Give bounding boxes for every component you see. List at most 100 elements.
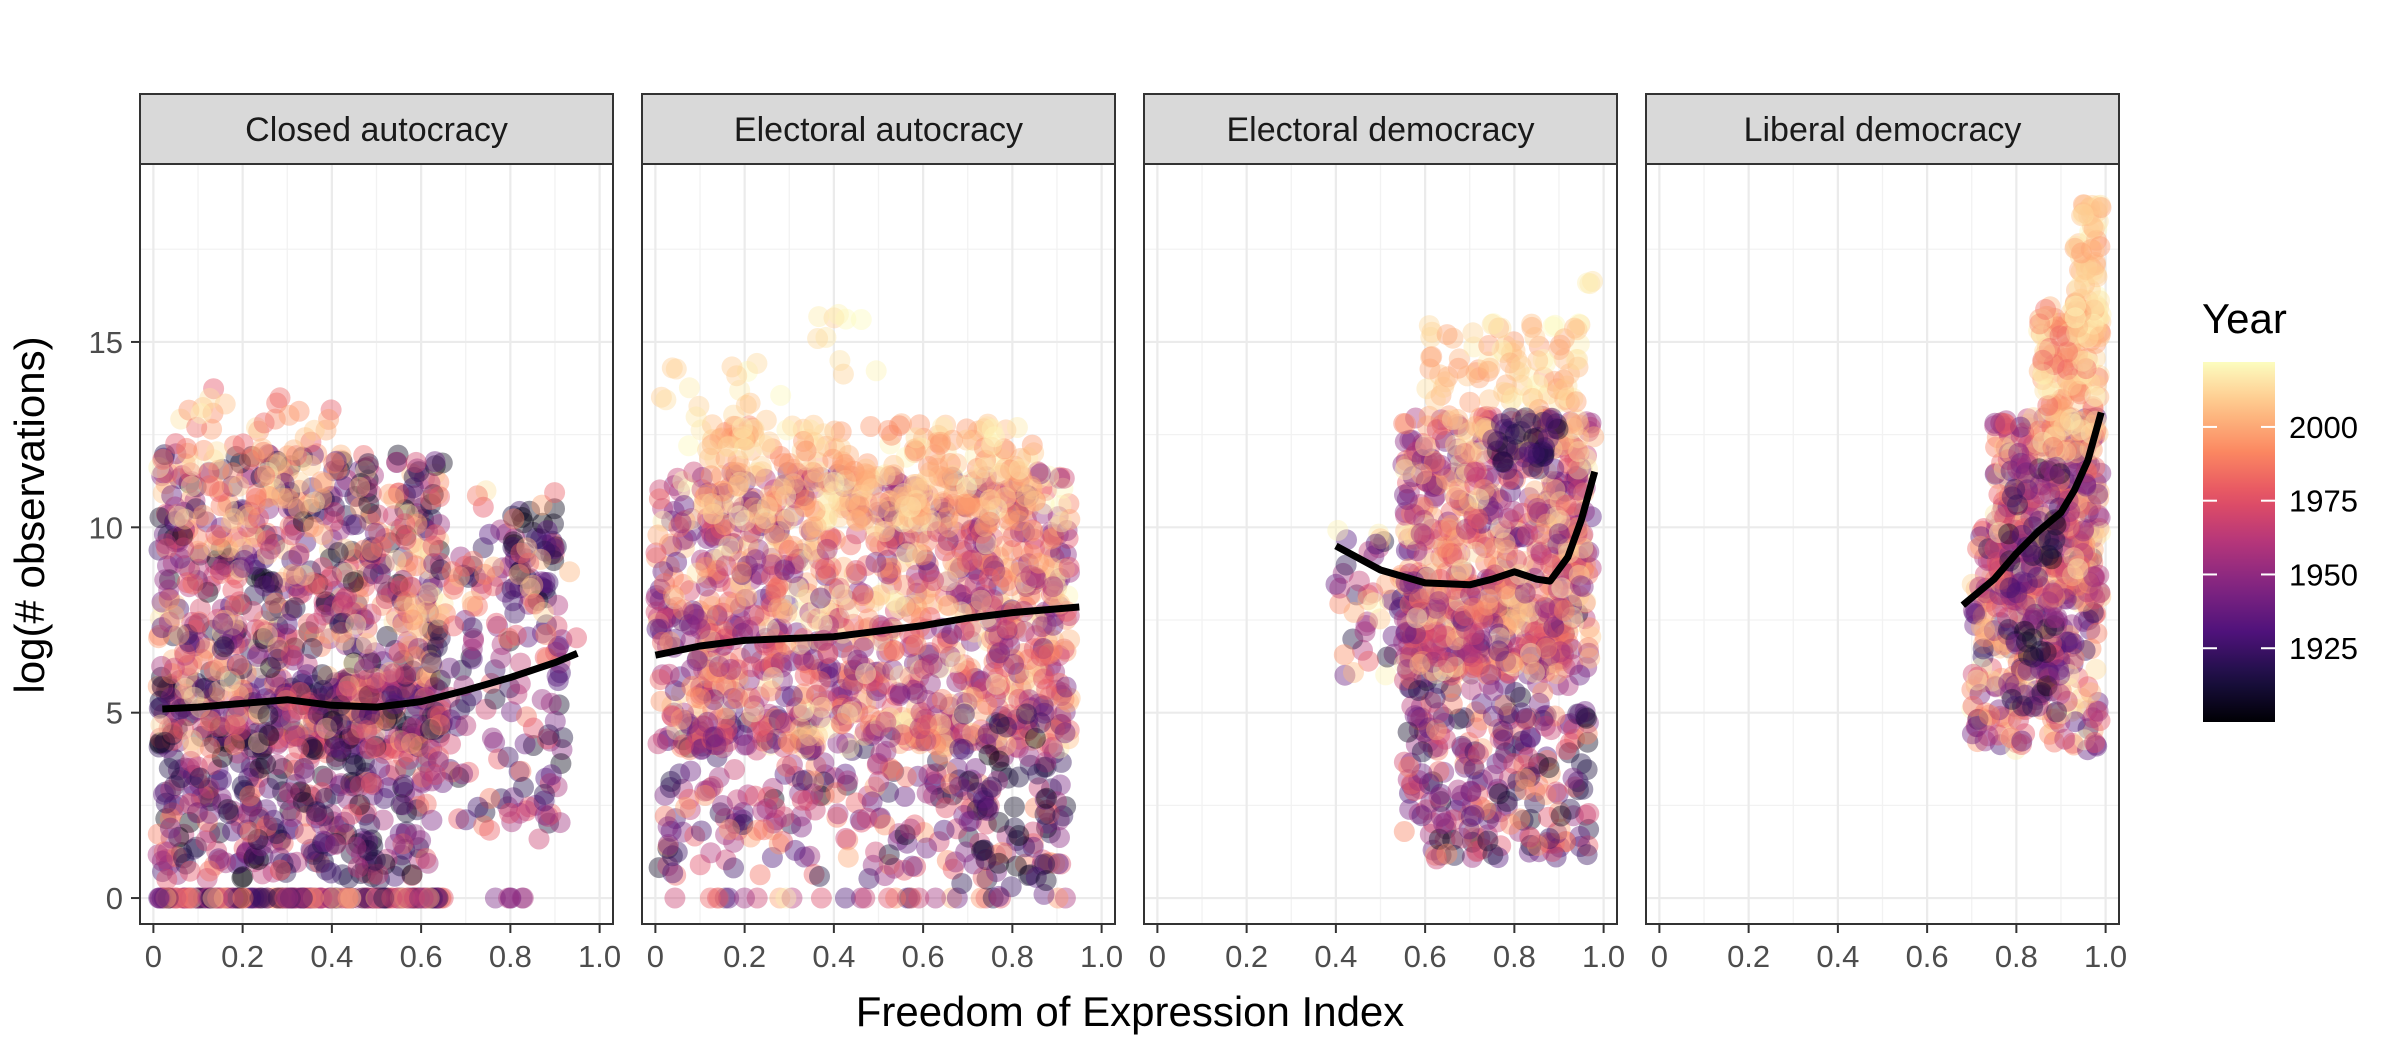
data-point — [417, 715, 439, 736]
data-point — [155, 887, 177, 909]
data-point — [1550, 805, 1572, 827]
data-point — [771, 478, 793, 500]
data-point — [365, 887, 387, 909]
data-point — [353, 658, 375, 680]
data-point — [503, 508, 525, 530]
data-point — [155, 533, 177, 555]
data-point — [647, 733, 669, 755]
data-point — [384, 833, 406, 855]
data-point — [311, 887, 333, 909]
data-point — [680, 760, 702, 782]
data-point — [350, 844, 372, 866]
data-point — [373, 887, 395, 909]
data-point — [367, 887, 389, 909]
data-point — [304, 797, 326, 819]
data-point — [1042, 576, 1064, 598]
data-point — [212, 613, 234, 634]
data-point — [808, 306, 830, 328]
data-point — [978, 744, 1000, 766]
data-point — [219, 724, 241, 746]
data-point — [348, 795, 370, 817]
data-point — [196, 868, 218, 889]
data-point — [540, 764, 562, 786]
data-point — [312, 765, 334, 787]
data-point — [189, 887, 211, 909]
data-point — [207, 770, 229, 792]
data-point — [665, 358, 687, 380]
data-point — [264, 887, 286, 909]
data-point — [362, 854, 383, 876]
data-point — [293, 887, 315, 909]
data-point — [1009, 458, 1030, 480]
data-point — [361, 851, 383, 873]
data-point — [362, 887, 384, 909]
data-point — [338, 867, 360, 889]
data-point — [340, 843, 362, 864]
data-point — [183, 675, 205, 697]
data-point — [678, 377, 700, 399]
data-point — [283, 887, 305, 909]
data-point — [424, 451, 446, 473]
data-point — [837, 846, 859, 868]
data-point — [1488, 640, 1510, 662]
data-point — [818, 491, 840, 513]
data-point — [739, 392, 761, 414]
data-point — [404, 887, 426, 909]
data-point — [499, 802, 520, 824]
data-point — [832, 363, 854, 385]
data-point — [1567, 703, 1589, 725]
data-point — [1521, 316, 1543, 338]
data-point — [305, 807, 327, 829]
data-point — [228, 887, 250, 909]
data-point — [1428, 591, 1450, 613]
data-point — [309, 887, 331, 909]
data-point — [363, 774, 384, 796]
data-point — [368, 887, 390, 909]
data-point — [381, 887, 403, 909]
data-point — [232, 887, 254, 909]
data-point — [334, 588, 356, 610]
data-point — [237, 887, 258, 909]
data-point — [532, 601, 554, 623]
data-point — [1436, 843, 1458, 865]
data-point — [1006, 417, 1028, 438]
data-point — [174, 887, 196, 909]
data-point — [1000, 876, 1022, 898]
data-point — [664, 887, 686, 909]
data-point — [1482, 844, 1504, 865]
data-point — [949, 776, 971, 798]
data-point — [1051, 511, 1073, 533]
data-point — [367, 887, 389, 909]
data-point — [809, 670, 831, 692]
data-point — [210, 559, 231, 581]
data-point — [421, 652, 443, 674]
data-point — [190, 725, 212, 747]
data-point — [953, 703, 975, 725]
data-point — [311, 782, 333, 804]
data-point — [262, 832, 284, 854]
data-point — [386, 887, 408, 909]
data-point — [387, 726, 409, 748]
data-point — [153, 887, 175, 909]
data-point — [306, 682, 328, 704]
data-point — [647, 524, 669, 546]
data-point — [192, 504, 214, 526]
data-point — [391, 844, 413, 866]
data-point — [152, 733, 174, 755]
data-point — [776, 602, 798, 624]
data-point — [153, 887, 175, 909]
data-point — [364, 887, 386, 909]
data-point — [718, 819, 740, 840]
data-point — [1460, 781, 1482, 803]
data-point — [333, 678, 355, 700]
data-point — [544, 482, 566, 504]
data-point — [178, 887, 200, 909]
data-point — [394, 781, 416, 803]
data-point — [377, 669, 399, 691]
data-point — [883, 464, 905, 486]
data-point — [248, 808, 270, 830]
data-point — [227, 742, 249, 764]
data-point — [443, 615, 464, 637]
data-point — [185, 672, 207, 694]
data-point — [901, 855, 923, 877]
